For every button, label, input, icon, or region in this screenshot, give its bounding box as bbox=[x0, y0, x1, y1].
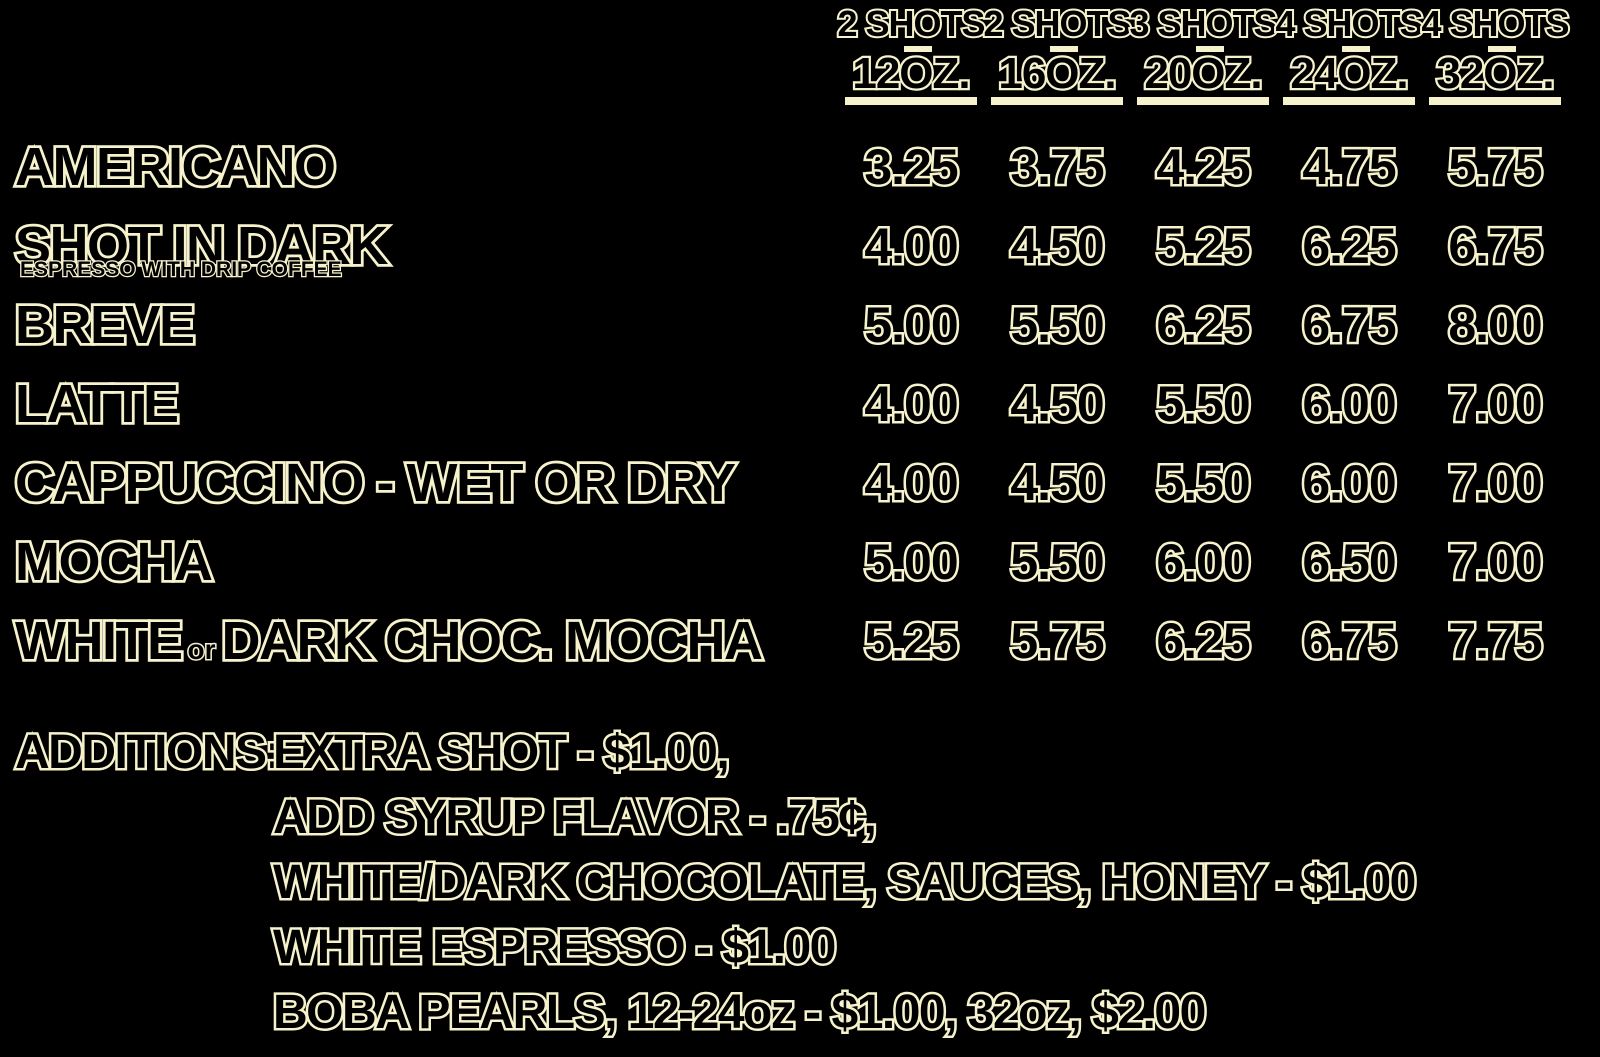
dash-icon bbox=[1342, 46, 1370, 52]
size-underline bbox=[991, 97, 1123, 105]
price: 5.25 bbox=[862, 612, 961, 669]
shots-label: 3 SHOTS bbox=[1127, 2, 1279, 46]
price: 5.00 bbox=[862, 296, 961, 353]
price: 7.75 bbox=[1446, 612, 1545, 669]
column-header-32oz: 4 SHOTS 32OZ. bbox=[1419, 2, 1572, 105]
addition-line: BOBA PEARLS, 12-24oz - $1.00, 32oz, $2.0… bbox=[271, 985, 1209, 1040]
price: 5.00 bbox=[862, 533, 961, 590]
item-name: MOCHA bbox=[12, 531, 216, 592]
menu-item-row-breve: BREVE 5.00 5.50 6.25 6.75 8.00 bbox=[0, 285, 1600, 364]
price: 4.50 bbox=[1008, 454, 1107, 511]
price: 6.75 bbox=[1300, 612, 1399, 669]
column-header-12oz: 2 SHOTS 12OZ. bbox=[835, 2, 988, 105]
price: 6.25 bbox=[1154, 612, 1253, 669]
size-label: 16OZ. bbox=[996, 49, 1119, 98]
price: 6.75 bbox=[1300, 296, 1399, 353]
addition-line: EXTRA SHOT - $1.00, bbox=[270, 725, 732, 780]
price: 4.25 bbox=[1154, 138, 1253, 195]
price: 4.50 bbox=[1008, 217, 1107, 274]
shots-label: 2 SHOTS bbox=[835, 2, 987, 46]
price: 5.50 bbox=[1154, 454, 1253, 511]
item-name: AMERICANO bbox=[12, 136, 338, 197]
shots-label: 4 SHOTS bbox=[1273, 2, 1425, 46]
price: 4.75 bbox=[1300, 138, 1399, 195]
price: 6.00 bbox=[1300, 375, 1399, 432]
price: 7.00 bbox=[1446, 533, 1545, 590]
menu-item-row-mocha: MOCHA 5.00 5.50 6.00 6.50 7.00 bbox=[0, 522, 1600, 601]
price: 4.50 bbox=[1008, 375, 1107, 432]
size-underline bbox=[1283, 97, 1415, 105]
item-name: LATTE bbox=[12, 373, 181, 434]
size-underline bbox=[1137, 97, 1269, 105]
column-header-24oz: 4 SHOTS 24OZ. bbox=[1273, 2, 1426, 105]
dash-icon bbox=[1488, 46, 1516, 52]
shots-label: 2 SHOTS bbox=[981, 2, 1133, 46]
additions-list: EXTRA SHOT - $1.00, ADD SYRUP FLAVOR - .… bbox=[270, 720, 1419, 1045]
price: 6.00 bbox=[1300, 454, 1399, 511]
menu-item-row-latte: LATTE 4.00 4.50 5.50 6.00 7.00 bbox=[0, 364, 1600, 443]
size-header-row: 2 SHOTS 12OZ. 2 SHOTS 16OZ. 3 SHOTS 20OZ… bbox=[0, 0, 1600, 105]
menu-item-row-shot-in-dark: SHOT IN DARK ESPRESSO WITH DRIP COFFEE 4… bbox=[0, 206, 1600, 285]
price: 7.00 bbox=[1446, 375, 1545, 432]
addition-line: WHITE/DARK CHOCOLATE, SAUCES, HONEY - $1… bbox=[271, 855, 1419, 910]
menu-item-row-americano: AMERICANO 3.25 3.75 4.25 4.75 5.75 bbox=[0, 127, 1600, 206]
size-label: 32OZ. bbox=[1434, 49, 1557, 98]
menu-item-row-cappuccino: CAPPUCCINO - WET OR DRY 4.00 4.50 5.50 6… bbox=[0, 443, 1600, 522]
shots-label: 4 SHOTS bbox=[1419, 2, 1571, 46]
price: 4.00 bbox=[862, 217, 961, 274]
price: 6.25 bbox=[1154, 296, 1253, 353]
size-underline bbox=[1429, 97, 1561, 105]
dash-icon bbox=[904, 46, 932, 52]
addition-line: WHITE ESPRESSO - $1.00 bbox=[271, 920, 839, 975]
price: 5.75 bbox=[1446, 138, 1545, 195]
size-underline bbox=[845, 97, 977, 105]
item-name-start: WHITE bbox=[12, 610, 186, 671]
size-label: 12OZ. bbox=[850, 49, 973, 98]
item-subtitle: ESPRESSO WITH DRIP COFFEE bbox=[19, 257, 343, 282]
menu-items: AMERICANO 3.25 3.75 4.25 4.75 5.75 SHOT … bbox=[0, 127, 1600, 680]
price: 4.00 bbox=[862, 375, 961, 432]
column-header-16oz: 2 SHOTS 16OZ. bbox=[981, 2, 1134, 105]
item-name-conjunction: or bbox=[186, 633, 217, 665]
size-label: 20OZ. bbox=[1142, 49, 1265, 98]
menu-item-row-white-dark-choc-mocha: WHITE or DARK CHOC. MOCHA 5.25 5.75 6.25 6… bbox=[0, 601, 1600, 680]
dash-icon bbox=[1050, 46, 1078, 52]
price: 5.50 bbox=[1008, 533, 1107, 590]
price: 6.50 bbox=[1300, 533, 1399, 590]
price: 6.00 bbox=[1154, 533, 1253, 590]
price: 5.75 bbox=[1008, 612, 1107, 669]
item-name: BREVE bbox=[12, 294, 198, 355]
price: 5.50 bbox=[1008, 296, 1107, 353]
dash-icon bbox=[1196, 46, 1224, 52]
size-label: 24OZ. bbox=[1288, 49, 1411, 98]
price: 7.00 bbox=[1446, 454, 1545, 511]
item-name-end: DARK CHOC. MOCHA bbox=[219, 610, 766, 671]
column-header-20oz: 3 SHOTS 20OZ. bbox=[1127, 2, 1280, 105]
price: 6.25 bbox=[1300, 217, 1399, 274]
price: 5.50 bbox=[1154, 375, 1253, 432]
additions-section: ADDITIONS: EXTRA SHOT - $1.00, ADD SYRUP… bbox=[0, 720, 1600, 1045]
price: 6.75 bbox=[1446, 217, 1545, 274]
price: 3.25 bbox=[862, 138, 961, 195]
price: 4.00 bbox=[862, 454, 961, 511]
price: 5.25 bbox=[1154, 217, 1253, 274]
item-name: CAPPUCCINO - WET OR DRY bbox=[12, 452, 738, 513]
item-name: SHOT IN DARK bbox=[12, 215, 391, 276]
addition-line: ADD SYRUP FLAVOR - .75¢, bbox=[270, 790, 879, 845]
price: 8.00 bbox=[1446, 296, 1545, 353]
additions-label: ADDITIONS: bbox=[13, 725, 284, 780]
price: 3.75 bbox=[1008, 138, 1107, 195]
